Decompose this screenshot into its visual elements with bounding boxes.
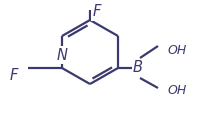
- Text: F: F: [93, 4, 101, 19]
- Text: OH: OH: [167, 84, 186, 98]
- Text: B: B: [133, 60, 143, 76]
- Text: F: F: [10, 68, 18, 83]
- Text: N: N: [57, 48, 68, 63]
- Text: OH: OH: [167, 44, 186, 57]
